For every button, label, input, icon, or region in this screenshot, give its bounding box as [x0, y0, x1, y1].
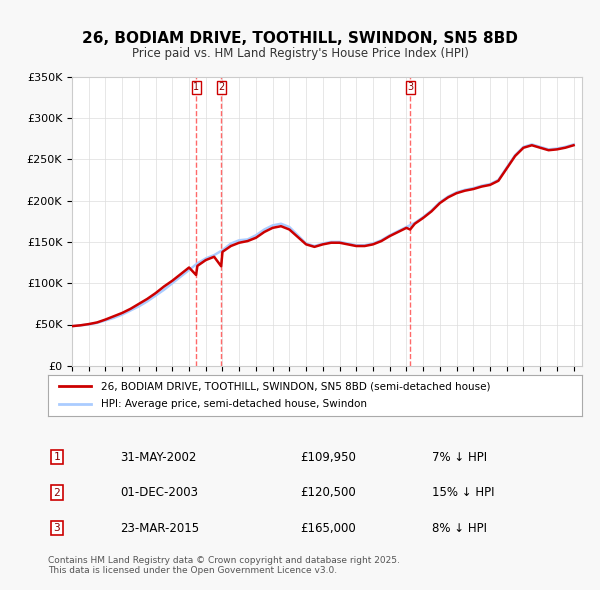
Text: 1: 1 [53, 453, 61, 462]
Text: 3: 3 [407, 83, 413, 93]
Text: 2: 2 [218, 83, 224, 93]
Text: Price paid vs. HM Land Registry's House Price Index (HPI): Price paid vs. HM Land Registry's House … [131, 47, 469, 60]
Text: 15% ↓ HPI: 15% ↓ HPI [432, 486, 494, 499]
Text: Contains HM Land Registry data © Crown copyright and database right 2025.
This d: Contains HM Land Registry data © Crown c… [48, 556, 400, 575]
Text: £165,000: £165,000 [300, 522, 356, 535]
Text: £120,500: £120,500 [300, 486, 356, 499]
Text: HPI: Average price, semi-detached house, Swindon: HPI: Average price, semi-detached house,… [101, 399, 367, 409]
Text: £109,950: £109,950 [300, 451, 356, 464]
Text: 31-MAY-2002: 31-MAY-2002 [120, 451, 196, 464]
Text: 26, BODIAM DRIVE, TOOTHILL, SWINDON, SN5 8BD (semi-detached house): 26, BODIAM DRIVE, TOOTHILL, SWINDON, SN5… [101, 381, 491, 391]
Text: 26, BODIAM DRIVE, TOOTHILL, SWINDON, SN5 8BD: 26, BODIAM DRIVE, TOOTHILL, SWINDON, SN5… [82, 31, 518, 46]
Text: 1: 1 [193, 83, 199, 93]
Text: 8% ↓ HPI: 8% ↓ HPI [432, 522, 487, 535]
Text: 23-MAR-2015: 23-MAR-2015 [120, 522, 199, 535]
Text: 01-DEC-2003: 01-DEC-2003 [120, 486, 198, 499]
Text: 7% ↓ HPI: 7% ↓ HPI [432, 451, 487, 464]
Text: 3: 3 [53, 523, 61, 533]
Text: 2: 2 [53, 488, 61, 497]
